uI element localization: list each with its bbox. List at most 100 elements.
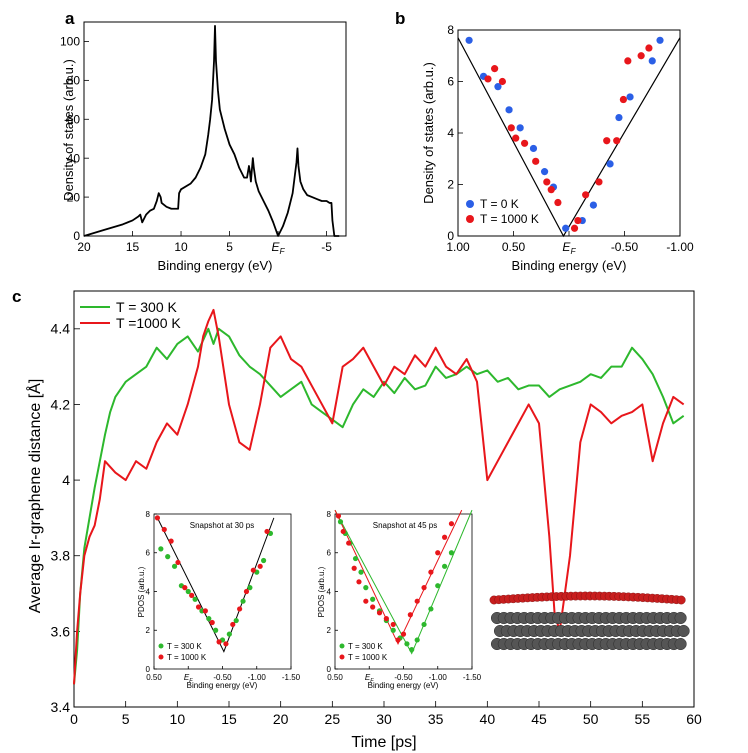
series-line	[83, 24, 340, 237]
x-tick-label: 50	[583, 711, 599, 727]
carbon-atom	[674, 611, 687, 625]
fit-line	[334, 509, 463, 645]
inset-45ps-legend-300k: T = 300 K	[348, 642, 383, 651]
legend-dot-0k	[466, 200, 474, 208]
data-point	[505, 106, 513, 114]
y-tick-label: 3.8	[51, 548, 71, 564]
y-tick-label: 6	[146, 549, 151, 558]
chart-b-yticks: 0 2 4 6 8	[447, 23, 463, 243]
y-tick-label: 8	[146, 510, 151, 519]
data-point	[409, 647, 415, 653]
data-point	[603, 137, 611, 145]
data-point	[543, 178, 551, 186]
data-point	[540, 168, 549, 176]
y-tick-label: 4	[447, 126, 454, 140]
data-point	[570, 224, 579, 232]
data-point	[168, 538, 174, 544]
data-point	[529, 144, 538, 153]
y-tick-label: 2	[327, 626, 332, 635]
x-tick-label: -1.50	[282, 673, 301, 682]
y-tick-label: 4	[62, 472, 70, 488]
chart-a-xlabel: Binding energy (eV)	[158, 258, 273, 273]
chart-c-series	[73, 308, 685, 685]
chart-a-ylabel: Density of states (arb.u.)	[61, 59, 76, 201]
data-point	[233, 617, 239, 624]
x-tick-label: 30	[376, 711, 392, 727]
x-tick-label: 0.50	[502, 240, 526, 254]
chart-c-xlabel: Time [ps]	[351, 734, 416, 751]
data-point	[606, 160, 614, 168]
data-point	[428, 606, 434, 612]
data-point	[195, 604, 202, 610]
x-tick-label: 15	[221, 711, 237, 727]
x-tick-label: 20	[77, 240, 91, 254]
data-point	[370, 604, 376, 610]
data-point	[521, 139, 529, 147]
x-tick-label: 0.50	[327, 673, 343, 682]
data-point	[442, 563, 448, 569]
chart-b: 1.00 0.50 EF -0.50 -1.00 0 2 4 6 8 T = 0 K T = 1…	[421, 23, 694, 273]
x-tick-label: EF	[365, 673, 374, 684]
panel-letter-b: b	[395, 9, 405, 28]
chart-b-xlabel: Binding energy (eV)	[512, 258, 627, 273]
y-tick-label: 4	[146, 587, 151, 596]
data-point	[562, 224, 570, 232]
x-tick-label: 35	[428, 711, 444, 727]
inset-30ps-xlabel: Binding energy (eV)	[187, 681, 258, 690]
data-point	[209, 619, 215, 626]
x-tick-label: 10	[174, 240, 188, 254]
carbon-atom	[677, 624, 690, 638]
y-tick-label: 8	[447, 23, 454, 37]
y-tick-label: 2	[146, 626, 151, 635]
ir-graphene-structure-illustration	[489, 591, 690, 651]
inset-45ps-legend-1000k: T = 1000 K	[348, 653, 388, 662]
inset-45ps-legend-dot-300k	[339, 643, 345, 649]
y-tick-label: 100	[60, 35, 80, 49]
data-point	[346, 540, 352, 546]
chart-b-xticks: 1.00 0.50 EF -0.50 -1.00	[446, 231, 694, 256]
y-tick-label: 8	[327, 510, 332, 519]
inset-30ps-frame	[153, 513, 292, 670]
data-point	[182, 585, 188, 591]
data-point	[161, 526, 167, 533]
x-tick-label: -5	[321, 240, 332, 254]
legend-dot-1000k	[466, 215, 474, 223]
y-tick-label: 0	[327, 665, 332, 674]
chart-a-series	[83, 24, 340, 237]
x-tick-label: 60	[686, 711, 702, 727]
chart-c-xticks: 0 5 10 15 20 25 30 35 40 45 50 55 60	[70, 701, 702, 727]
data-point	[407, 612, 413, 618]
x-tick-label: 0	[70, 711, 78, 727]
data-point	[428, 569, 434, 575]
data-point	[421, 585, 427, 591]
inset-45ps: Snapshot at 45 ps 0.50 EF -0.50 -1.00 -1.50 …	[317, 510, 482, 690]
y-tick-label: 40	[67, 151, 81, 165]
panel-letter-c: c	[12, 287, 21, 306]
data-point	[512, 134, 520, 142]
y-tick-label: 4.4	[51, 321, 71, 337]
chart-a-xticks: 20 15 10 5 EF -5	[77, 231, 332, 256]
x-tick-label: 45	[531, 711, 547, 727]
data-point	[243, 588, 250, 595]
y-tick-label: 4.2	[51, 396, 71, 412]
data-point	[645, 44, 653, 52]
data-point	[442, 534, 448, 540]
legend-label-300k: T = 300 K	[116, 299, 178, 315]
inset-30ps-xticks: 0.50 EF -0.50 -1.00 -1.50	[146, 666, 301, 684]
data-point	[589, 201, 598, 209]
data-point	[435, 550, 441, 556]
data-point	[158, 546, 164, 552]
data-point	[656, 36, 664, 44]
inset-30ps-legend-dot-300k	[158, 643, 164, 649]
data-point	[484, 75, 492, 83]
x-tick-label: -1.00	[429, 673, 448, 682]
y-tick-label: 3.4	[51, 699, 71, 715]
y-tick-label: 60	[67, 112, 81, 126]
x-tick-label: 1.00	[446, 240, 470, 254]
inset-30ps-ylabel: PDOS (arb.u.)	[137, 566, 146, 617]
chart-b-series	[457, 36, 681, 238]
data-point	[264, 528, 270, 535]
data-point	[619, 95, 627, 104]
